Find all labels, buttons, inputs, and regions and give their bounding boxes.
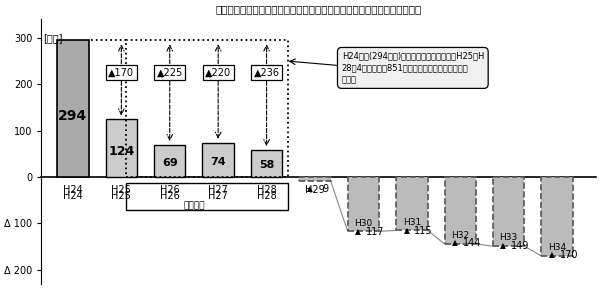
- Text: H24: H24: [63, 191, 83, 201]
- Bar: [445, 177, 476, 244]
- Bar: [251, 150, 283, 177]
- Text: ▲: ▲: [355, 227, 361, 236]
- Text: H30: H30: [355, 219, 373, 228]
- Text: ▲220: ▲220: [205, 67, 231, 77]
- Text: ▲: ▲: [307, 183, 313, 192]
- Text: H28: H28: [257, 191, 277, 201]
- Text: ▲236: ▲236: [254, 67, 280, 77]
- Text: 69: 69: [162, 158, 178, 168]
- Text: ▲: ▲: [549, 250, 554, 259]
- Text: 115: 115: [414, 226, 433, 236]
- Text: 9: 9: [322, 183, 328, 194]
- Text: H24並み(294億円)の投賄を行うためには，H25～H
28の4年間で合計851億円の財源を確保する必要が
ある。: H24並み(294億円)の投賄を行うためには，H25～H 28の4年間で合計85…: [341, 52, 484, 84]
- Text: 74: 74: [211, 157, 226, 166]
- Bar: [106, 120, 137, 177]
- Text: H29: H29: [305, 185, 325, 195]
- Text: H26: H26: [160, 185, 179, 195]
- Bar: [126, 41, 288, 177]
- Text: ▲: ▲: [404, 226, 409, 235]
- Bar: [493, 177, 524, 246]
- Bar: [541, 177, 573, 256]
- Text: H32: H32: [451, 231, 469, 240]
- Text: ▲225: ▲225: [157, 67, 183, 77]
- Bar: [396, 177, 428, 230]
- Bar: [154, 145, 185, 177]
- Text: H31: H31: [403, 218, 421, 227]
- Text: H27: H27: [208, 185, 228, 195]
- Text: 149: 149: [511, 241, 529, 251]
- Text: 117: 117: [366, 227, 385, 237]
- Text: H26: H26: [160, 191, 179, 201]
- Text: H24: H24: [63, 185, 83, 195]
- Text: H33: H33: [500, 234, 518, 242]
- Text: H28: H28: [257, 185, 277, 195]
- Bar: [347, 177, 379, 231]
- Text: H27: H27: [208, 191, 228, 201]
- Bar: [202, 143, 234, 177]
- Text: H25: H25: [112, 185, 131, 195]
- Text: 144: 144: [463, 238, 481, 248]
- Text: 58: 58: [259, 160, 274, 170]
- Title: 重要事業の推進や新たな課題への対応のために投入可能な一般財源の推移: 重要事業の推進や新たな課題への対応のために投入可能な一般財源の推移: [215, 4, 422, 14]
- Text: ▲: ▲: [500, 241, 506, 250]
- Text: 294: 294: [58, 109, 88, 123]
- Text: [億円]: [億円]: [43, 33, 62, 43]
- Text: 124: 124: [108, 145, 134, 158]
- Text: 170: 170: [560, 250, 578, 260]
- Bar: [57, 41, 89, 177]
- Text: H34: H34: [548, 243, 566, 252]
- Text: H25: H25: [112, 191, 131, 201]
- Bar: [126, 183, 288, 210]
- Bar: [299, 177, 331, 181]
- Text: ▲: ▲: [452, 238, 458, 247]
- Text: ▲170: ▲170: [109, 67, 134, 77]
- Text: 計画期間: 計画期間: [183, 201, 205, 210]
